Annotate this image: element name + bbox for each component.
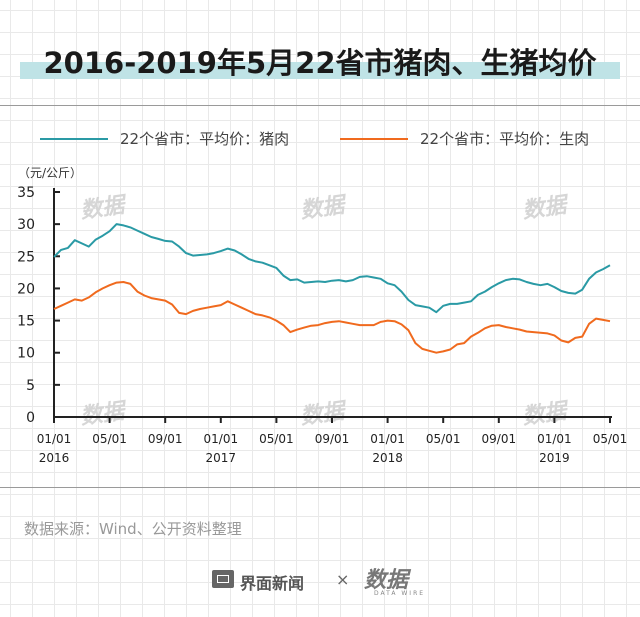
y-tick-label: 30 bbox=[17, 217, 35, 233]
y-tick-label: 15 bbox=[17, 314, 35, 330]
x-tick-year-label: 2018 bbox=[372, 451, 403, 465]
x-tick-year-label: 2019 bbox=[539, 451, 570, 465]
y-tick-label: 20 bbox=[17, 281, 35, 297]
footer-separator: × bbox=[336, 570, 350, 589]
legend-swatch-hog bbox=[340, 137, 408, 140]
x-tick-year-label: 2017 bbox=[206, 451, 237, 465]
chart-title: 2016-2019年5月22省市猪肉、生猪均价 bbox=[43, 46, 597, 80]
y-tick-label: 0 bbox=[26, 410, 35, 426]
footer-brand-datawire: 数据 bbox=[364, 568, 409, 593]
x-tick-label: 09/01 bbox=[482, 432, 517, 446]
y-axis-unit-label: （元/公斤） bbox=[18, 166, 83, 180]
series-line-hog bbox=[53, 281, 611, 354]
line-chart: 0 5 10 15 20 25 30 35 01/01 2016 05/01 09/01 01/01 20… bbox=[17, 185, 628, 465]
x-tick-label: 05/01 bbox=[426, 432, 461, 446]
y-tick-label: 35 bbox=[17, 185, 35, 201]
legend-item-hog: 22个省市：平均价：生肉 bbox=[340, 128, 589, 149]
bottom-divider bbox=[0, 487, 640, 488]
title-highlight-band bbox=[20, 62, 620, 79]
footer-brand-datawire-sub: DATA WIRE bbox=[374, 590, 426, 597]
series-line-pork bbox=[53, 223, 611, 314]
x-tick-label: 05/01 bbox=[259, 432, 294, 446]
x-tick-label: 01/01 bbox=[370, 432, 405, 446]
y-tick-label: 10 bbox=[17, 346, 35, 362]
x-tick-label: 09/01 bbox=[148, 432, 183, 446]
x-tick-label: 01/01 bbox=[537, 432, 572, 446]
y-tick-label: 5 bbox=[26, 378, 35, 394]
top-divider bbox=[0, 105, 640, 106]
legend-label-pork: 22个省市：平均价：猪肉 bbox=[120, 130, 290, 148]
x-tick-year-label: 2016 bbox=[39, 451, 70, 465]
legend-swatch-pork bbox=[40, 137, 108, 140]
legend: 22个省市：平均价：猪肉 22个省市：平均价：生肉 bbox=[0, 128, 640, 148]
x-tick-label: 05/01 bbox=[92, 432, 127, 446]
x-tick-label: 01/01 bbox=[204, 432, 239, 446]
jiemian-logo-icon bbox=[212, 570, 234, 588]
legend-label-hog: 22个省市：平均价：生肉 bbox=[420, 130, 590, 148]
source-note: 数据来源：Wind、公开资料整理 bbox=[24, 520, 242, 538]
legend-item-pork: 22个省市：平均价：猪肉 bbox=[40, 128, 289, 149]
x-tick-label: 05/01 bbox=[593, 432, 628, 446]
x-tick-label: 09/01 bbox=[315, 432, 350, 446]
x-tick-label: 01/01 bbox=[37, 432, 72, 446]
y-tick-label: 25 bbox=[17, 249, 35, 265]
footer-brand-jiemian: 界面新闻 bbox=[240, 574, 305, 593]
